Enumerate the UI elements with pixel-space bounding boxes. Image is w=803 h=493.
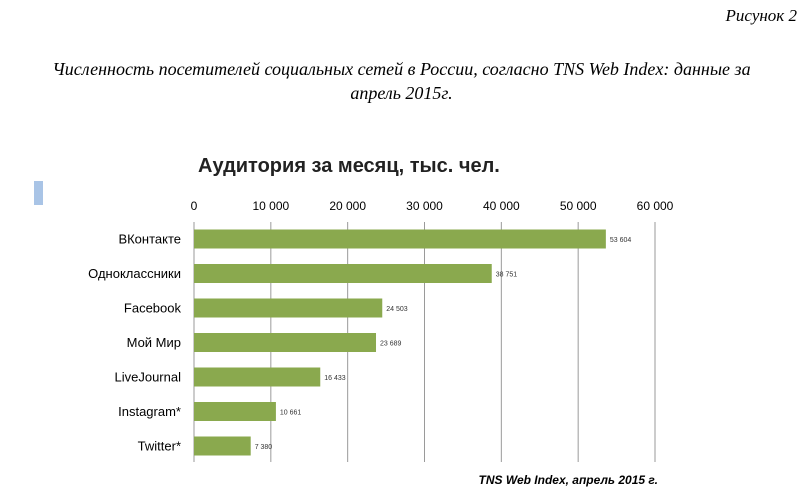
grid-lines xyxy=(193,222,656,462)
data-label: 24 503 xyxy=(386,306,408,313)
x-tick-label: 50 000 xyxy=(560,199,597,213)
bar xyxy=(194,367,321,387)
bars xyxy=(194,229,606,456)
bar xyxy=(194,402,276,421)
category-label: Facebook xyxy=(124,301,182,316)
source-note: TNS Web Index, апрель 2015 г. xyxy=(479,473,658,487)
x-tick-label: 40 000 xyxy=(483,199,520,213)
category-label: Instagram* xyxy=(118,404,181,419)
caption-line-1: Численность посетителей социальных сетей… xyxy=(52,59,751,79)
data-label: 53 604 xyxy=(610,237,632,244)
bar xyxy=(194,436,251,456)
x-tick-label: 60 000 xyxy=(637,199,674,213)
x-axis-ticks: 0 10 000 20 000 30 000 40 000 50 000 60 000 xyxy=(191,199,674,213)
x-tick-label: 20 000 xyxy=(329,199,366,213)
data-label: 16 433 xyxy=(324,375,346,382)
category-label: Мой Мир xyxy=(127,335,181,350)
data-label: 38 751 xyxy=(496,272,518,279)
category-labels: ВКонтакте Одноклассники Facebook Мой Мир Liv… xyxy=(88,232,181,454)
x-tick-label: 30 000 xyxy=(406,199,443,213)
side-marker xyxy=(34,181,43,205)
data-label: 23 689 xyxy=(380,341,402,348)
data-labels: 53 604 38 751 24 503 23 689 16 433 10 661 7 38… xyxy=(255,237,632,451)
category-label: Twitter* xyxy=(138,439,181,454)
x-tick-label: 10 000 xyxy=(252,199,289,213)
bar xyxy=(194,264,492,283)
chart-title: Аудитория за месяц, тыс. чел. xyxy=(198,155,500,177)
bar xyxy=(194,333,377,352)
figure-label: Рисунок 2 xyxy=(725,6,798,25)
data-label: 10 661 xyxy=(280,410,302,417)
figure-caption: Численность посетителей социальных сетей… xyxy=(0,57,803,105)
bar xyxy=(194,298,383,318)
category-label: LiveJournal xyxy=(115,370,182,385)
category-label: Одноклассники xyxy=(88,266,181,281)
caption-line-2: апрель 2015г. xyxy=(350,83,453,103)
data-label: 7 380 xyxy=(255,444,273,451)
bar xyxy=(194,229,606,249)
category-label: ВКонтакте xyxy=(118,232,181,247)
x-tick-label: 0 xyxy=(191,199,198,213)
